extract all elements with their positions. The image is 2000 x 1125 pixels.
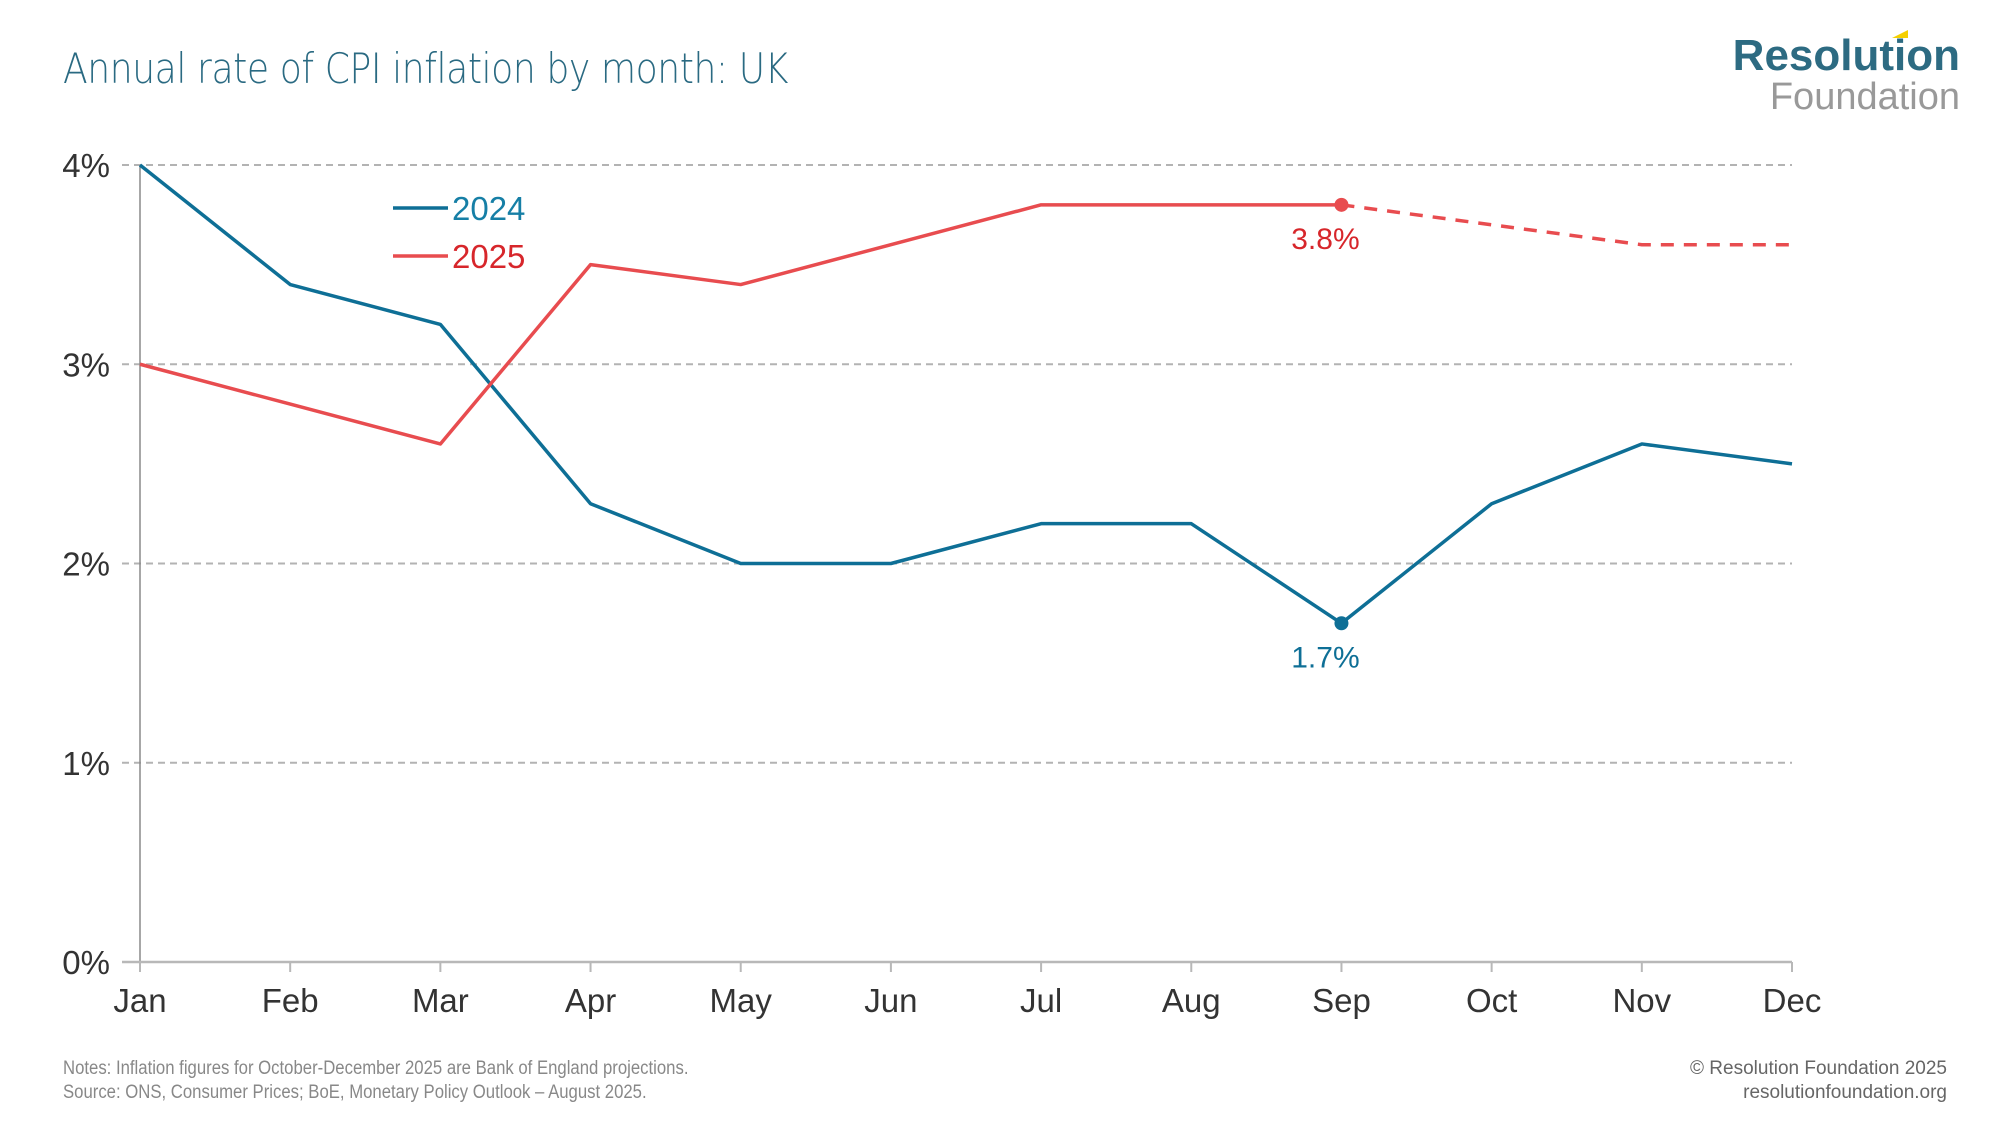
y-tick-label: 0% [62, 944, 110, 981]
data-label: 3.8% [1291, 223, 1359, 256]
x-tick-label: Aug [1162, 982, 1221, 1019]
website-text: resolutionfoundation.org [1743, 1082, 1947, 1103]
logo-line-1: Resolution [1732, 30, 1960, 80]
data-point-marker [1334, 616, 1349, 631]
series-line-2025 [139, 203, 1342, 446]
y-tick-label: 2% [62, 546, 110, 583]
notes-text: Notes: Inflation figures for October-Dec… [63, 1058, 689, 1079]
chart-notes: Notes: Inflation figures for October-Dec… [63, 1057, 688, 1105]
x-tick-label: Dec [1763, 982, 1822, 1019]
data-label: 1.7% [1291, 641, 1359, 674]
x-tick-label: Mar [412, 982, 469, 1019]
y-tick-label: 1% [62, 745, 110, 782]
legend-label-2025: 2025 [452, 238, 525, 275]
x-tick-label: May [710, 982, 773, 1019]
copyright-block: © Resolution Foundation 2025 resolutionf… [1690, 1057, 1947, 1105]
logo-line-2: Foundation [1769, 76, 1960, 118]
legend-label-2024: 2024 [452, 190, 525, 227]
copyright-text: © Resolution Foundation 2025 [1690, 1058, 1947, 1079]
y-tick-label: 4% [62, 147, 110, 184]
series-projection-2025 [1341, 203, 1792, 247]
x-tick-label: Feb [262, 982, 319, 1019]
x-tick-label: Oct [1466, 982, 1517, 1019]
source-text: Source: ONS, Consumer Prices; BoE, Monet… [63, 1082, 647, 1103]
x-tick-label: Jul [1020, 982, 1062, 1019]
x-tick-label: Apr [565, 982, 616, 1019]
x-tick-label: Jan [113, 982, 166, 1019]
resolution-foundation-logo: Resolution Foundation [1732, 30, 1960, 118]
chart-title: Annual rate of CPI inflation by month: U… [63, 44, 788, 93]
logo-flag-icon [1892, 30, 1908, 38]
logo-text-1: Resolution [1732, 31, 1960, 80]
x-tick-label: Jun [864, 982, 917, 1019]
series-line-2024 [138, 163, 1793, 626]
data-point-marker [1334, 197, 1349, 212]
x-tick-label: Nov [1612, 982, 1671, 1019]
x-tick-label: Sep [1312, 982, 1371, 1019]
y-tick-label: 3% [62, 346, 110, 383]
